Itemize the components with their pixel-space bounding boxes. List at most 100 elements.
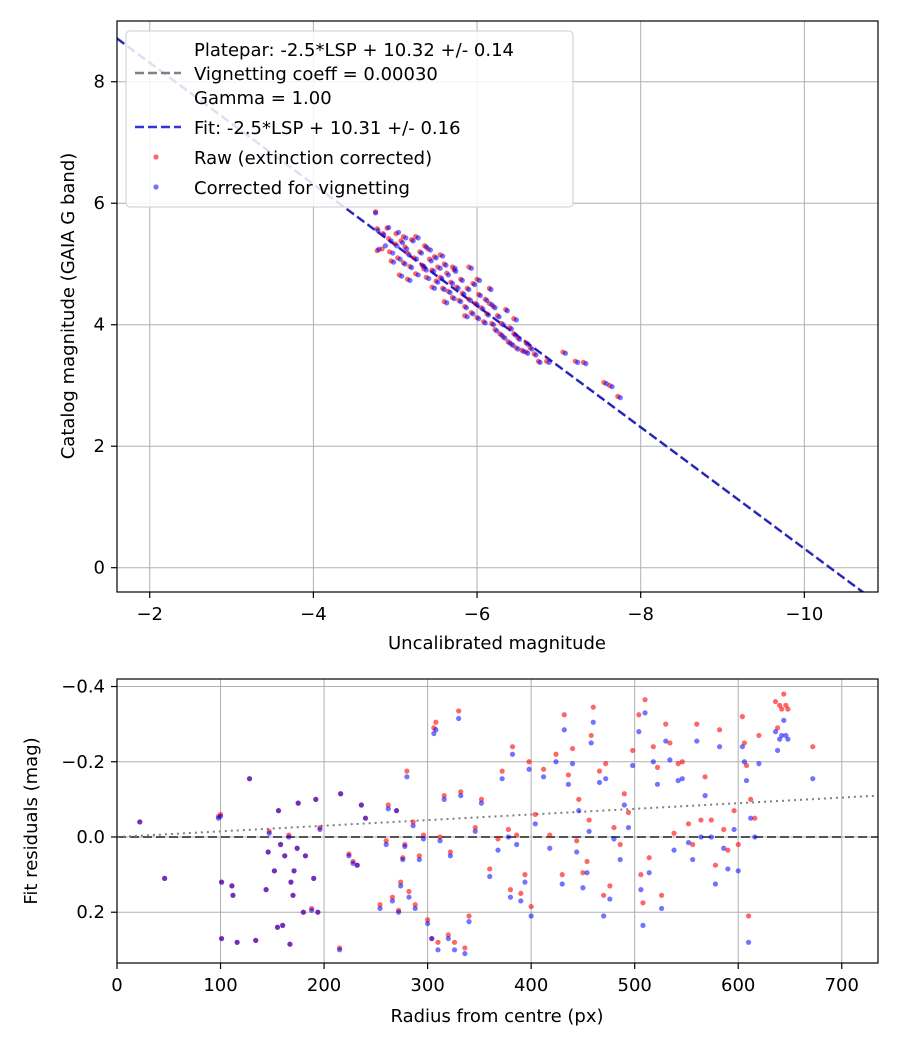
residuals-xtick-label: 100: [203, 975, 237, 996]
corrected-point: [282, 853, 288, 859]
corrected-point: [372, 210, 379, 216]
corrected-point: [636, 729, 642, 735]
corrected-point: [400, 856, 406, 863]
corrected-point: [338, 791, 344, 797]
raw-point: [487, 866, 493, 872]
raw-point: [553, 751, 559, 757]
corrected-point: [420, 836, 427, 842]
corrected-point: [382, 243, 388, 249]
corrected-point: [494, 328, 500, 334]
raw-point: [574, 838, 580, 844]
corrected-point: [502, 335, 508, 341]
legend-corrected-swatch: [153, 184, 159, 190]
residuals-x-label: Radius from centre (px): [390, 1006, 603, 1027]
corrected-point: [485, 312, 492, 318]
corrected-point: [495, 847, 501, 853]
corrected-point: [476, 277, 483, 283]
corrected-point: [810, 776, 816, 782]
corrected-point: [390, 250, 396, 256]
corrected-point: [468, 265, 474, 271]
legend-fit: Fit: -2.5*LSP + 10.31 +/- 0.16: [194, 118, 461, 139]
raw-point: [505, 826, 511, 833]
calibration-y-label: Catalog magnitude (GAIA G band): [58, 153, 79, 460]
corrected-point: [743, 777, 750, 784]
corrected-point: [667, 757, 673, 763]
residuals-xtick-label: 400: [514, 975, 548, 996]
corrected-point: [525, 350, 531, 356]
residuals-xtick-label: 700: [825, 975, 859, 996]
corrected-point: [402, 843, 408, 849]
corrected-point: [739, 744, 745, 750]
corrected-point: [774, 747, 781, 754]
corrected-point: [464, 314, 470, 320]
corrected-point: [415, 235, 421, 241]
corrected-point: [488, 286, 494, 293]
legend-corrected: Corrected for vignetting: [194, 178, 410, 199]
raw-point: [404, 768, 410, 774]
corrected-point: [533, 352, 539, 358]
raw-point: [576, 796, 582, 802]
corrected-point: [295, 800, 301, 806]
raw-point: [646, 855, 652, 861]
corrected-point: [586, 828, 592, 834]
corrected-point: [712, 881, 719, 887]
raw-point: [810, 744, 816, 750]
corrected-point: [280, 922, 286, 928]
corrected-point: [480, 306, 486, 312]
corrected-point: [561, 727, 567, 733]
corrected-point: [745, 939, 752, 945]
vignetting-trend-line: [116, 794, 879, 838]
raw-point: [462, 945, 468, 951]
raw-point: [495, 836, 501, 842]
raw-point: [410, 819, 416, 825]
legend-raw: Raw (extinction corrected): [194, 148, 432, 169]
corrected-point: [362, 815, 369, 821]
corrected-point: [315, 909, 321, 915]
calibration-ytick-label: 4: [94, 315, 105, 336]
corrected-point: [779, 732, 785, 739]
raw-point: [472, 824, 478, 831]
corrected-point: [621, 802, 627, 808]
raw-point: [507, 887, 514, 893]
raw-point: [466, 913, 472, 919]
corrected-point: [415, 272, 421, 278]
corrected-point: [456, 715, 462, 722]
corrected-point: [499, 776, 505, 782]
calibration-plot-frame: [116, 20, 879, 593]
corrected-point: [393, 808, 400, 814]
raw-point: [642, 697, 648, 703]
corrected-point: [498, 332, 505, 338]
corrected-point: [429, 935, 435, 942]
residuals-plot: 0 100 200 300 400 500 600 700 0.2 0.0 −0.2 −0.4 Rad…: [21, 677, 879, 1027]
raw-point: [458, 789, 464, 795]
residuals-xtick-label: 600: [721, 975, 755, 996]
corrected-point: [230, 892, 236, 898]
calibration-ytick-label: 0: [94, 558, 105, 579]
corrected-point: [416, 856, 422, 863]
corrected-point: [441, 286, 447, 293]
corrected-point: [375, 227, 381, 234]
corrected-point: [462, 950, 468, 957]
raw-point: [667, 740, 673, 746]
corrected-point: [638, 887, 644, 893]
corrected-point: [590, 719, 596, 725]
corrected-point: [583, 361, 589, 367]
corrected-point: [290, 892, 296, 898]
corrected-point: [694, 738, 700, 744]
corrected-point: [452, 265, 458, 271]
corrected-point: [518, 898, 524, 904]
raw-point: [445, 932, 451, 938]
corrected-point: [708, 834, 714, 840]
corrected-point: [731, 826, 737, 833]
raw-point: [499, 768, 505, 774]
corrected-point: [675, 777, 681, 784]
corrected-point: [781, 717, 787, 723]
corrected-point: [354, 862, 360, 868]
raw-point: [590, 704, 596, 710]
corrected-point: [381, 232, 387, 238]
corrected-point: [288, 879, 294, 885]
raw-point: [416, 853, 422, 859]
raw-point: [640, 900, 646, 906]
corrected-point: [274, 924, 281, 930]
raw-point: [389, 894, 396, 900]
